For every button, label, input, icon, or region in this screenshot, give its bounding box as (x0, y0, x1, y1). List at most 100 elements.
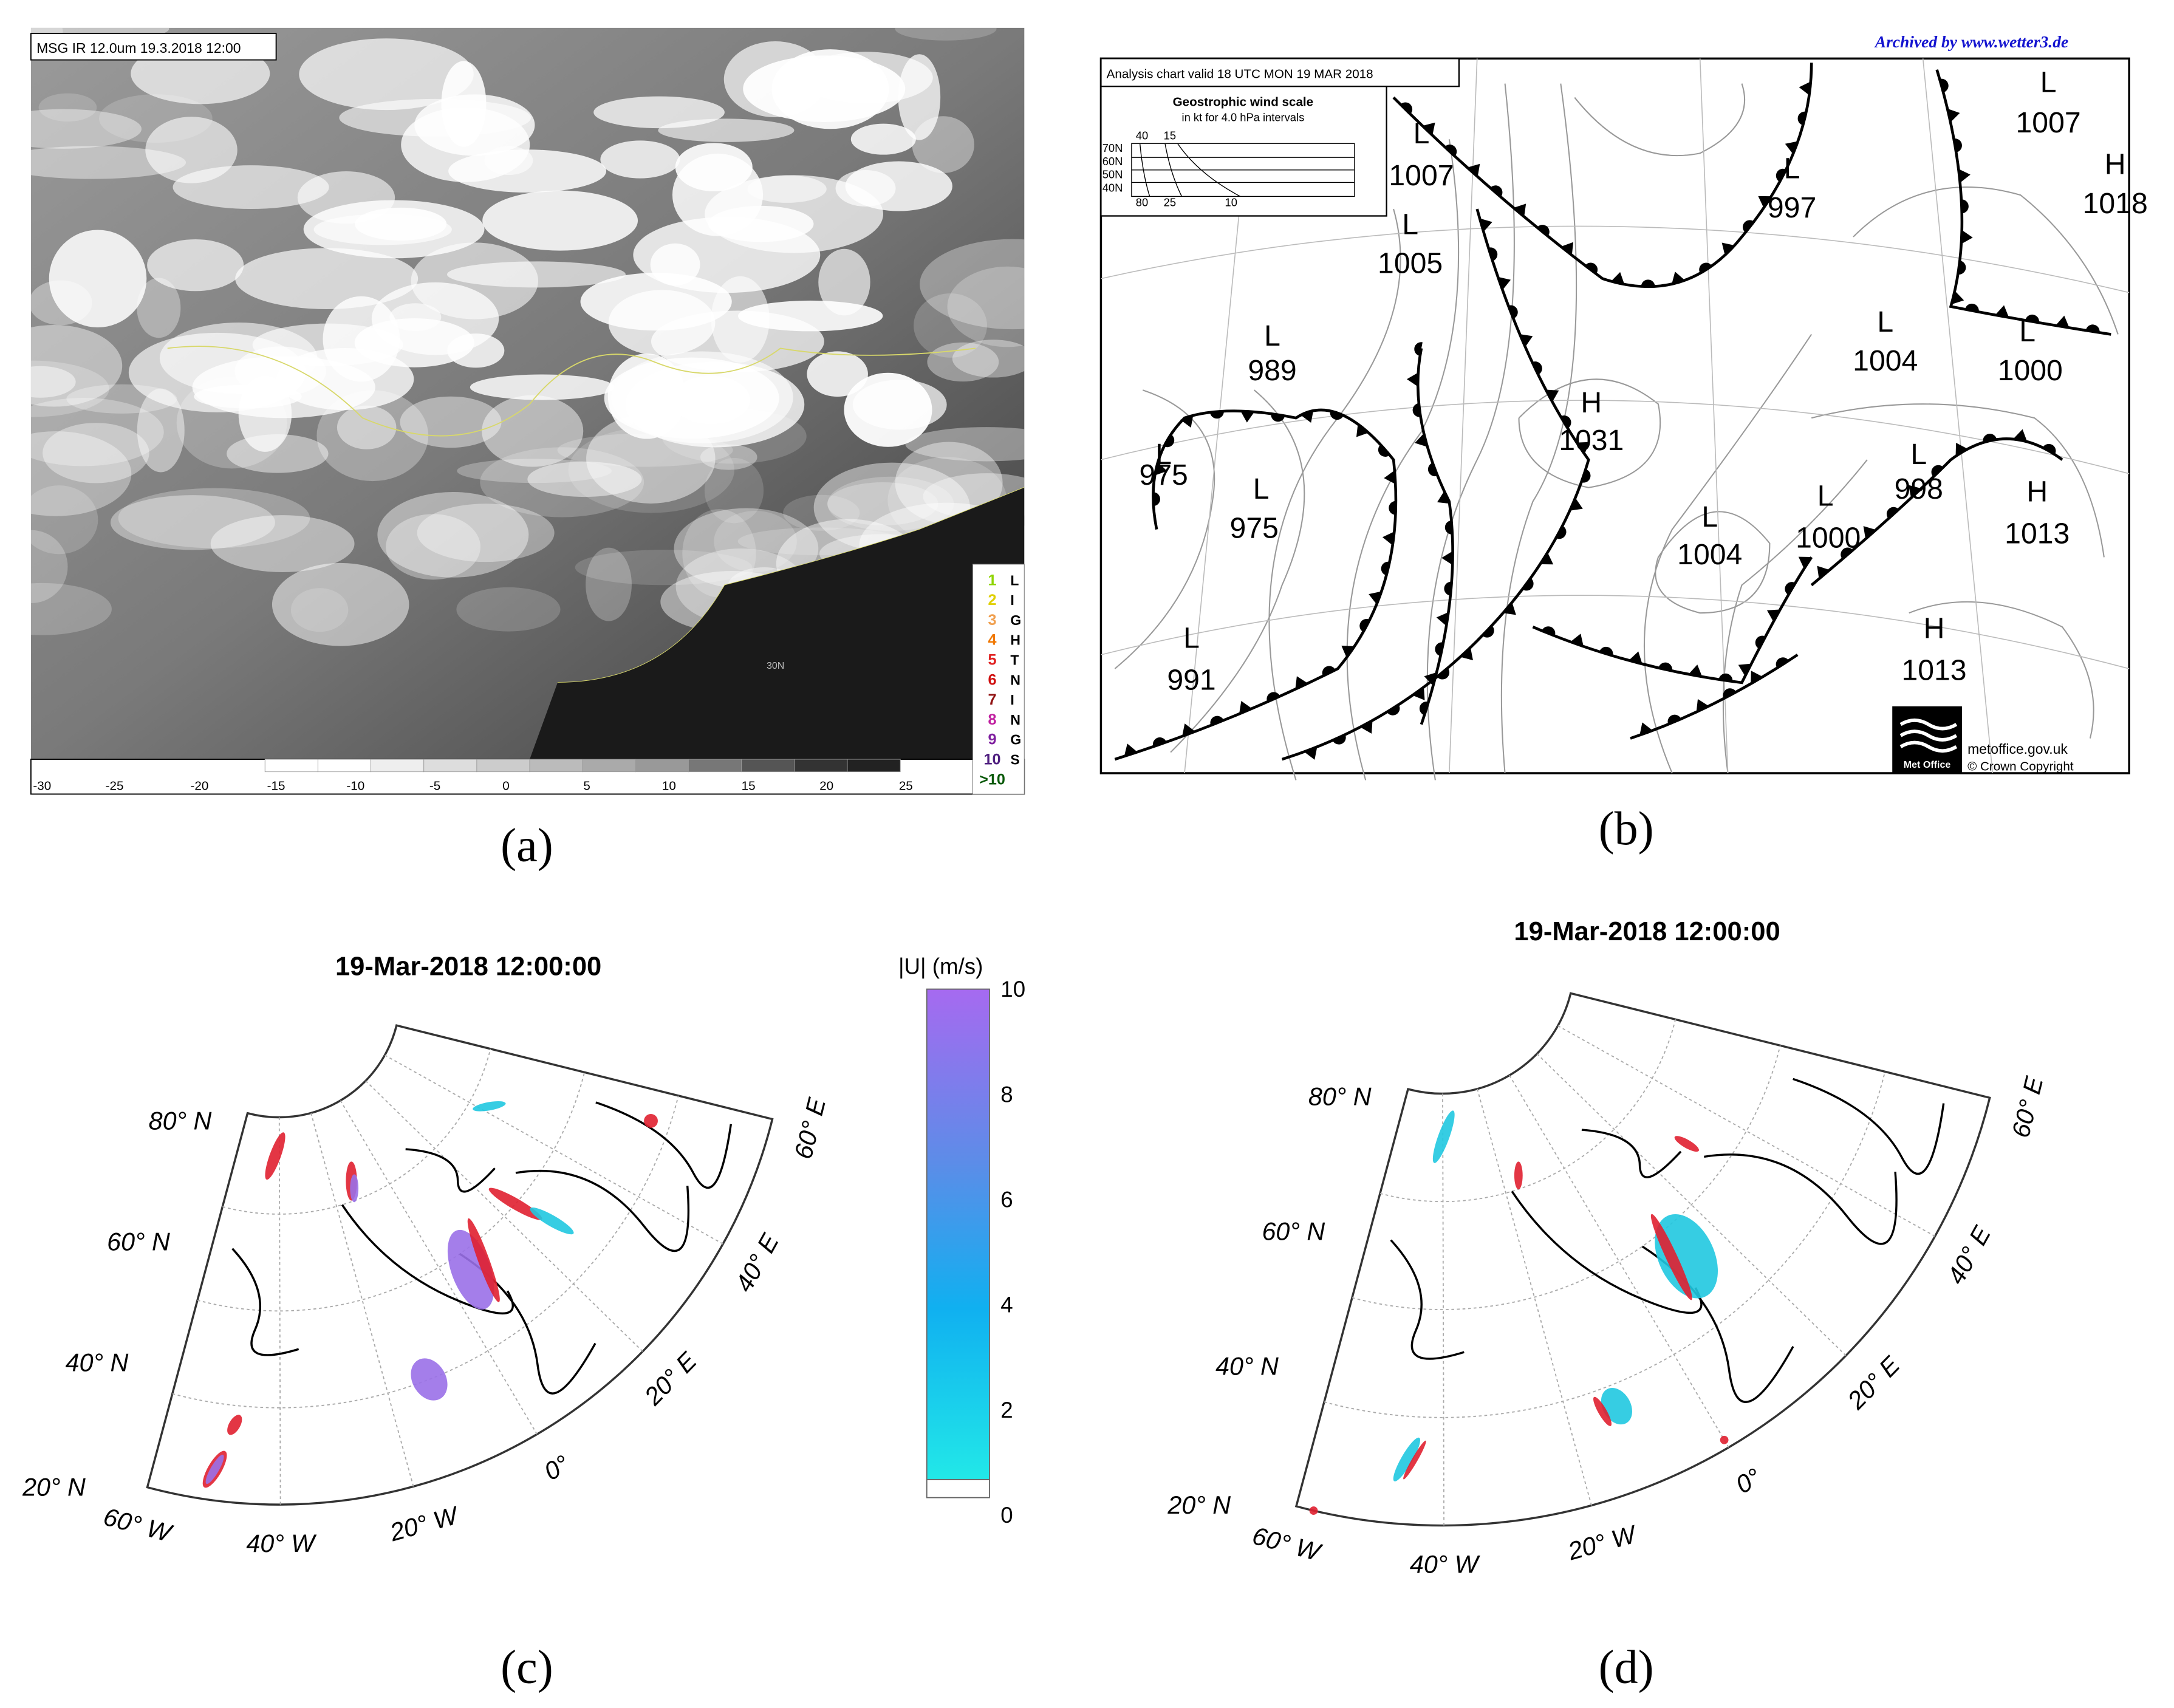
colorbar-tick-label: 0 (1000, 1503, 1013, 1528)
coastline (231, 1248, 299, 1356)
cloud (441, 61, 487, 147)
warm-front-bump (1785, 582, 1796, 595)
wind-scale-grid (1131, 143, 1355, 197)
lightning-letter: I (1010, 692, 1014, 708)
front-detection (1593, 1396, 1612, 1426)
map-title: 19-Mar-2018 12:00:00 (1514, 917, 1780, 946)
cloud (682, 509, 756, 598)
warm-front-bump (1743, 220, 1754, 233)
lightning-letter: G (1010, 612, 1021, 628)
cold-front-tooth (1424, 672, 1437, 686)
latitude-label: 80° N (1308, 1083, 1372, 1111)
warm-front-bump (1412, 403, 1421, 417)
wind-scale-speed: 25 (1164, 196, 1176, 208)
warm-front-bump (1490, 185, 1503, 197)
pressure-center-type: L (1253, 473, 1270, 505)
cloud (98, 94, 213, 143)
decoration (1722, 459, 1868, 774)
cold-front-tooth (2056, 315, 2070, 328)
lightning-count: 6 (988, 671, 997, 688)
warm-front-bump (1435, 642, 1444, 657)
pressure-center-value: 1007 (2016, 106, 2081, 139)
cloud (480, 447, 644, 518)
decoration (1346, 139, 1460, 781)
cloud (290, 588, 349, 632)
warm-front-bump (1427, 462, 1438, 477)
warm-front-bump (1542, 626, 1556, 636)
lightning-letter: H (1010, 632, 1020, 648)
cloud (700, 444, 757, 470)
warm-front-bump (1556, 525, 1567, 539)
decoration (1699, 58, 1729, 774)
cloud (482, 190, 638, 251)
warm-front-bump (1532, 361, 1542, 375)
cloud (30, 431, 132, 516)
decoration (1101, 225, 2130, 293)
latitude-label: 80° N (149, 1107, 212, 1135)
wind-scale-latitude: 70N (1102, 142, 1123, 154)
warm-front-bump (1964, 303, 1979, 312)
cold-front-tooth (1696, 699, 1709, 712)
latitude-grid (1352, 1045, 1781, 1310)
colorbar-tick-label: 10 (1000, 977, 1025, 1002)
pressure-center-value: 1018 (2083, 187, 2148, 220)
warm-front-bump (1437, 668, 1450, 680)
cloud-field (30, 27, 1025, 683)
front-detection (350, 1174, 359, 1203)
cold-front-tooth (2013, 429, 2028, 442)
cold-front-tooth (1180, 414, 1194, 428)
lightning-letter: N (1010, 712, 1020, 728)
cold-front-tooth (1540, 552, 1554, 565)
cloud (905, 427, 1025, 462)
warm-front-bump (1444, 581, 1452, 596)
scale-tick-label: -20 (191, 779, 209, 793)
cold-front-tooth (1995, 305, 2009, 318)
pressure-center-type: L (1413, 117, 1430, 150)
warm-front-bump (1940, 78, 1949, 93)
warm-front-bump (1699, 262, 1712, 274)
cloud (30, 485, 98, 555)
warm-front-bump (1983, 434, 1997, 442)
front-detection (1432, 1110, 1455, 1163)
cold-front-tooth (1384, 470, 1396, 485)
pressure-center-value: 1004 (1853, 344, 1918, 377)
lightning-letter: G (1010, 732, 1021, 748)
scale-tick-label: 10 (662, 779, 676, 793)
cold-front-tooth (1817, 565, 1830, 579)
warm-front-bump (2085, 324, 2100, 333)
colorbar (926, 988, 990, 1480)
colorbar-label: |U| (m/s) (898, 954, 983, 979)
site: metoffice.gov.uk (1967, 741, 2068, 757)
lightning-count: 9 (988, 731, 997, 748)
cold-front-tooth (1356, 424, 1369, 437)
front-detection (205, 1454, 224, 1484)
pressure-center-value: 997 (1768, 191, 1816, 224)
cloud (457, 459, 612, 483)
logo-text: Met Office (1904, 759, 1951, 770)
cloud (844, 372, 932, 447)
scale-tick-label: 0 (502, 779, 509, 793)
cold-front-tooth (1961, 230, 1973, 244)
cold-front-tooth (1688, 664, 1703, 677)
cloud (608, 290, 716, 356)
scale-box (529, 759, 583, 773)
cold-front-tooth (1154, 462, 1167, 476)
panel-b: Archived by www.wetter3.de Analysis chart… (1099, 32, 2148, 855)
cold-front-tooth (1751, 671, 1763, 684)
wind-scale-speed: 15 (1164, 129, 1176, 142)
longitude-label: 40° E (1942, 1221, 1997, 1289)
front-detection (1655, 1214, 1718, 1299)
warm-front-bump (1389, 500, 1396, 515)
pressure-center-type: L (1155, 438, 1172, 471)
pressure-center-type: H (1581, 386, 1602, 419)
decoration (1426, 83, 1515, 781)
cloud (912, 116, 974, 173)
cold-front-tooth (1799, 81, 1811, 95)
decoration (1170, 389, 1305, 753)
scale-box (264, 759, 318, 773)
scale-box (371, 759, 425, 773)
longitude-label: 20° W (1564, 1520, 1641, 1566)
archive-credit: Archived by www.wetter3.de (1874, 32, 2068, 51)
panel-label: (c) (501, 1641, 553, 1693)
